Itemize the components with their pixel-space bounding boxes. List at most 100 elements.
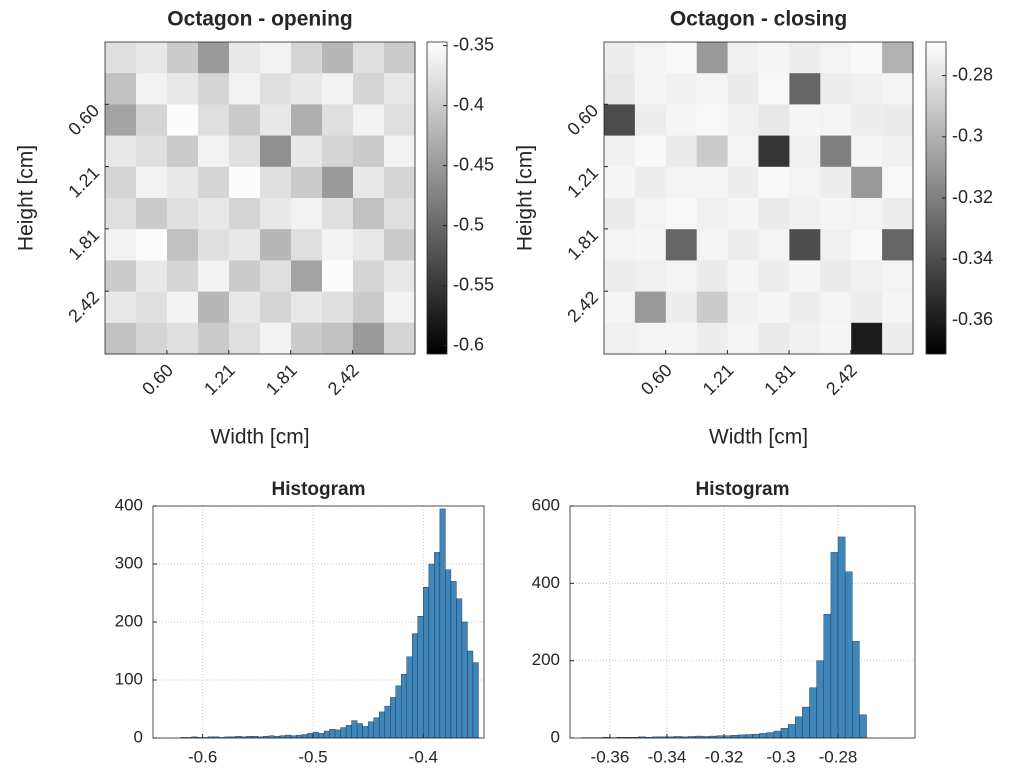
histogram-bar (844, 571, 853, 739)
heatmap-cell (727, 291, 759, 324)
heatmap-cell (820, 73, 852, 105)
histogram-bar (340, 727, 347, 739)
heatmap-cell (604, 42, 636, 74)
heatmap-cell (789, 229, 821, 261)
histogram-bar (428, 563, 435, 739)
x-tick-label: 1.21 (699, 360, 738, 399)
heatmap-cell (260, 260, 292, 293)
heatmap-cell (198, 260, 230, 293)
histogram-bar (752, 733, 760, 739)
heatmap-cell (291, 104, 323, 137)
heatmap-cell (634, 42, 667, 74)
x-tick-label: -0.4 (409, 747, 438, 766)
histogram-bar (384, 705, 391, 739)
heatmap-cell (727, 104, 759, 137)
heatmap-cell (167, 229, 199, 261)
heatmap-cell (758, 198, 790, 230)
heatmap-cell (727, 322, 759, 355)
histogram-bar (830, 552, 839, 739)
heatmap-cell (882, 42, 914, 74)
heatmap-cell (727, 166, 759, 199)
histogram-bar (467, 650, 474, 739)
heatmap-cell (291, 260, 323, 293)
heatmap-cell (851, 229, 883, 261)
heatmap-cell (727, 135, 759, 168)
histogram-bar (412, 633, 418, 739)
colorbar-tick-label: -0.45 (453, 154, 494, 174)
y-tick-label: 2.42 (563, 287, 602, 326)
heatmap-cell (384, 260, 416, 293)
x-tick-label: 1.21 (200, 360, 239, 399)
x-axis-label: Width [cm] (709, 426, 808, 449)
y-tick-label: 600 (532, 495, 560, 514)
heatmap-cell (604, 73, 636, 105)
heatmap-cell (665, 229, 698, 261)
chart-title: Histogram (696, 479, 790, 500)
heatmap-cell (167, 322, 199, 355)
heatmap-cell (604, 322, 636, 355)
heatmap-cell (634, 198, 667, 230)
heatmap-cell (229, 291, 261, 324)
heatmap-cell (229, 42, 261, 74)
heatmap-cell (260, 42, 292, 74)
heatmap-cell (384, 166, 416, 199)
histogram-bar (301, 734, 308, 739)
heatmap-cell (851, 260, 883, 293)
heatmap-cell (882, 229, 914, 261)
heatmap-cell (882, 104, 914, 137)
histogram-bar (318, 733, 325, 739)
heatmap-cell (789, 135, 821, 168)
heatmap-cell (322, 166, 354, 199)
histogram-bar (852, 641, 860, 739)
heatmap-cell (851, 104, 883, 137)
histogram-bar (738, 734, 746, 739)
x-tick-label: -0.3 (766, 747, 795, 766)
heatmap-cell (820, 104, 852, 137)
histogram-bar (356, 723, 363, 739)
colorbar-tick-label: -0.34 (952, 248, 993, 268)
heatmap-cell (634, 260, 667, 293)
heatmap-cell (696, 135, 729, 168)
histogram-bar (450, 581, 457, 739)
x-tick-label: 2.42 (822, 360, 861, 399)
heatmap-cell (820, 198, 852, 230)
heatmap-cell (634, 135, 667, 168)
x-tick-label: -0.36 (591, 747, 630, 766)
x-tick-label: -0.6 (188, 747, 217, 766)
heatmap-cell (820, 135, 852, 168)
heatmap-cell (291, 291, 323, 324)
chart-title: Histogram (272, 479, 366, 500)
histogram-bar (773, 730, 782, 739)
y-tick-label: 400 (115, 495, 143, 514)
histogram-bar (456, 598, 463, 739)
heatmap-cell (604, 260, 636, 293)
heatmap-cell (136, 260, 168, 293)
heatmap-cell (696, 73, 729, 105)
heatmap-cell (198, 104, 230, 137)
x-axis-label: Width [cm] (210, 426, 309, 449)
heatmap-cell (198, 322, 230, 355)
histogram-bar (390, 697, 396, 739)
heatmap-cell (167, 135, 199, 168)
heatmap-cell (604, 104, 636, 137)
heatmap-cell (820, 166, 852, 199)
heatmap-cell (384, 291, 416, 324)
colorbar-tick-label: -0.35 (453, 34, 494, 54)
heatmap-cell (665, 104, 698, 137)
heatmap-cell (353, 166, 385, 199)
y-axis-label: Height [cm] (514, 145, 537, 251)
heatmap-cell (136, 166, 168, 199)
heatmap-cell (136, 291, 168, 324)
heatmap-cell (167, 166, 199, 199)
heatmap-cell (851, 322, 883, 355)
heatmap-cell (291, 42, 323, 74)
heatmap-cell (665, 166, 698, 199)
histogram-bar (445, 569, 452, 739)
heatmap-cell (105, 166, 137, 199)
heatmap-cell (260, 166, 292, 199)
heatmap-cell (758, 260, 790, 293)
heatmap-cell (105, 42, 137, 74)
y-tick-label: 0 (551, 727, 560, 746)
histogram-bar (780, 728, 789, 739)
